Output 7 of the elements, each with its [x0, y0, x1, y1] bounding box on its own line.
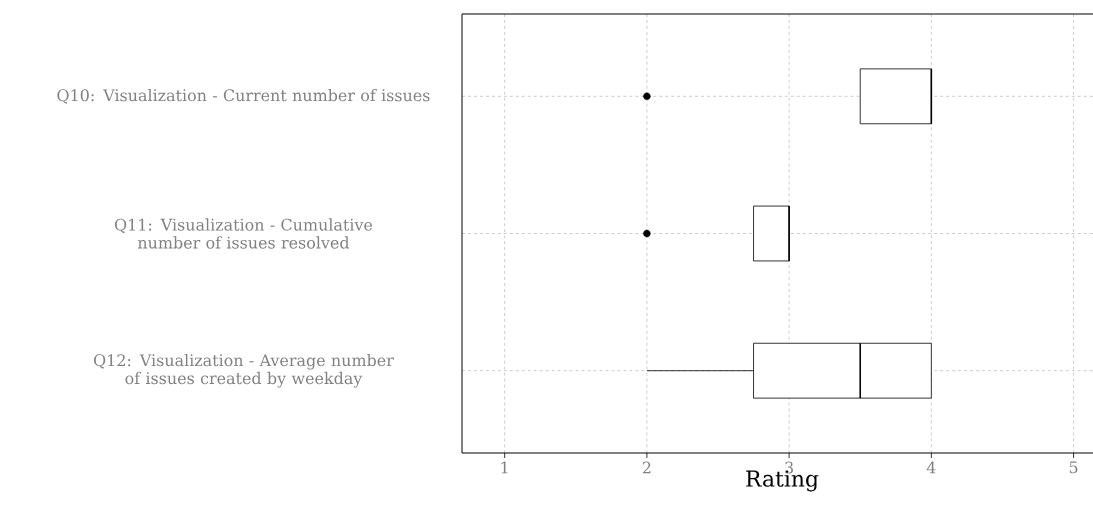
x-tick-label: 2 [642, 461, 651, 474]
y-tick-label: Q10: Visualization - Current number of issues [57, 88, 430, 104]
y-tick-label: Q12: Visualization - Average number of issues created by weekday [94, 353, 394, 388]
x-tick-label: 5 [1069, 461, 1078, 474]
x-tick-label: 4 [926, 461, 936, 474]
x-tick-label: 1 [501, 461, 508, 474]
y-tick-label: Q11: Visualization - Cumulative number of issues resolved [114, 218, 373, 249]
